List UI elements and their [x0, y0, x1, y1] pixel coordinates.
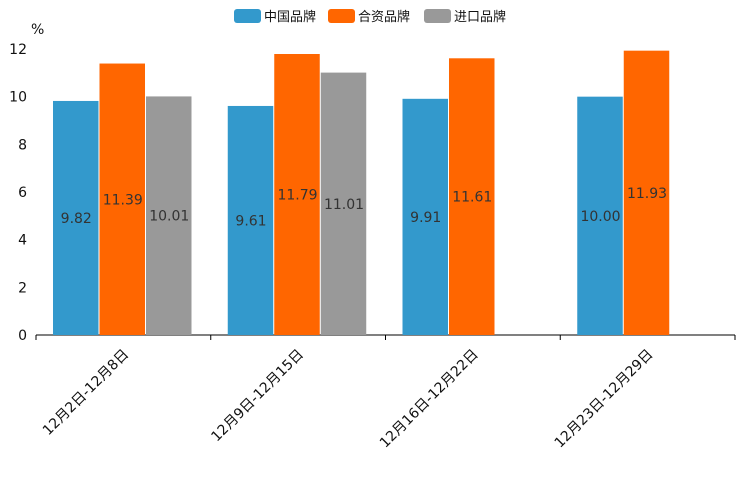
legend-label: 合资品牌 [358, 9, 410, 25]
data-label: 9.82 [61, 211, 92, 227]
x-tick-label: 12月23日-12月29日 [552, 347, 657, 452]
data-label: 9.91 [410, 210, 441, 226]
y-tick-label: 8 [18, 137, 27, 153]
data-label: 10.00 [580, 209, 620, 225]
bars [53, 50, 670, 336]
bar [577, 96, 623, 336]
y-tick-label: 6 [18, 185, 27, 201]
y-tick-label: 12 [9, 42, 27, 58]
data-label: 9.61 [235, 213, 266, 229]
x-tick-label: 12月9日-12月15日 [208, 347, 307, 446]
bar [402, 98, 448, 335]
data-labels: 9.82 11.39 10.01 9.61 11.79 11.01 9.91 11.61 10.… [61, 186, 667, 230]
y-tick-label: 4 [18, 233, 27, 249]
y-tick-label: 2 [18, 280, 27, 296]
legend-swatch [234, 9, 261, 23]
bar [274, 54, 320, 335]
x-tick-label: 12月2日-12月8日 [40, 347, 132, 439]
bar [53, 100, 99, 335]
legend-swatch [328, 9, 355, 23]
y-axis: % 0 2 4 6 8 10 12 [9, 22, 44, 344]
legend-label: 中国品牌 [264, 9, 316, 25]
y-axis-unit: % [31, 22, 44, 38]
x-axis: 12月2日-12月8日 12月9日-12月15日 12月16日-12月22日 12月2… [35, 334, 736, 452]
y-tick-label: 10 [9, 90, 27, 106]
legend-swatch [424, 9, 451, 23]
data-label: 11.93 [627, 186, 667, 202]
legend: 中国品牌 合资品牌 进口品牌 [234, 9, 506, 25]
y-tick-label: 0 [18, 328, 27, 344]
data-label: 10.01 [149, 209, 189, 225]
data-label: 11.01 [324, 197, 364, 213]
data-label: 11.39 [103, 192, 143, 208]
bar [227, 105, 274, 335]
data-label: 11.79 [277, 188, 317, 204]
bar [99, 63, 145, 336]
bar [146, 96, 192, 335]
x-tick-label: 12月16日-12月22日 [377, 347, 482, 452]
bar [623, 50, 670, 335]
bar [320, 72, 367, 335]
bar [449, 58, 495, 336]
data-label: 11.61 [452, 190, 492, 206]
legend-label: 进口品牌 [454, 9, 506, 25]
